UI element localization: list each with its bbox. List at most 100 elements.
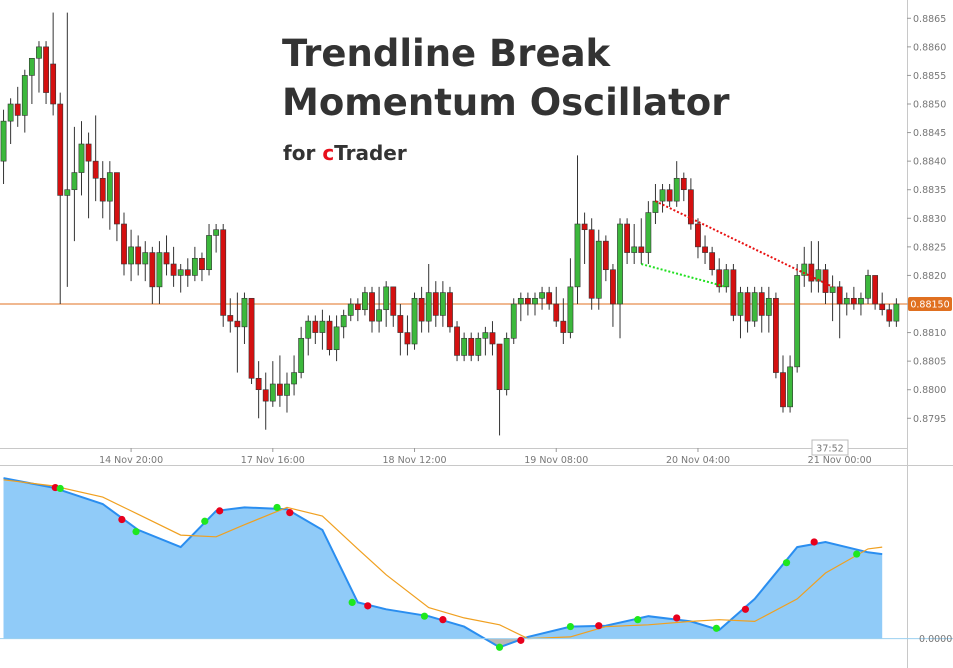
candle-body: [574, 223, 581, 288]
candle-body: [489, 332, 496, 345]
candle-body: [128, 246, 134, 265]
candle-body: [220, 229, 227, 316]
timer: 37:52: [816, 444, 843, 455]
candle-body: [43, 46, 49, 93]
candle-body: [872, 275, 879, 305]
signal-dot: [132, 528, 140, 536]
candle-body: [673, 177, 680, 202]
signal-dot: [741, 605, 750, 613]
candle-body: [149, 252, 156, 288]
candle-body: [645, 212, 652, 253]
candle-body: [114, 172, 120, 225]
candle-body: [333, 326, 340, 351]
candle-body: [482, 332, 489, 339]
candle-body: [213, 229, 220, 236]
candle-body: [184, 269, 191, 276]
candle-body: [808, 263, 815, 282]
candle-body: [744, 292, 751, 322]
y-tick-label: 0.8800: [913, 385, 946, 396]
y-tick-label: 0.8820: [913, 271, 946, 282]
candle-body: [581, 223, 588, 231]
candle-body: [7, 103, 14, 122]
trendline: [641, 263, 727, 288]
candle-body: [539, 292, 545, 299]
signal-dot: [201, 517, 209, 525]
candle-body: [510, 303, 517, 339]
candle-body: [241, 297, 248, 328]
x-tick-label: 21 Nov 00:00: [808, 455, 872, 466]
candle-body: [191, 257, 198, 276]
candle-body: [319, 320, 326, 333]
candle-body: [255, 377, 262, 391]
candle-body: [234, 320, 241, 328]
candle-body: [177, 269, 184, 276]
candle-body: [276, 383, 283, 396]
subtitle-part: c: [322, 141, 334, 165]
signal-dot: [517, 636, 525, 644]
candle-body: [206, 235, 212, 271]
candle-body: [354, 303, 361, 311]
candle-body: [326, 320, 333, 351]
candle-body: [758, 292, 765, 316]
y-tick-label: 0.8845: [913, 128, 946, 139]
candle-body: [617, 223, 623, 305]
y-tick-label: 0.8825: [913, 242, 946, 253]
y-tick-label: 0.8840: [913, 157, 946, 168]
candle-body: [532, 297, 538, 305]
candle-body: [475, 337, 482, 356]
candle-body: [248, 297, 255, 379]
candle-body: [404, 332, 411, 345]
candle-body: [340, 315, 347, 328]
y-tick-label: 0.8865: [913, 14, 946, 25]
signal-dot: [595, 622, 603, 630]
title-line: Trendline Break: [282, 32, 612, 75]
candle-body: [461, 337, 468, 356]
candle-body: [680, 177, 687, 191]
candle-body: [553, 303, 560, 322]
candle-body: [347, 303, 354, 316]
candle-body: [78, 143, 85, 173]
candle-body: [142, 252, 149, 265]
candle-body: [843, 297, 850, 305]
signal-dot: [712, 624, 720, 632]
candle-body: [447, 292, 453, 328]
candle-body: [822, 269, 829, 293]
candle-body: [588, 229, 595, 299]
candle-body: [687, 189, 694, 225]
candle-body: [411, 297, 418, 345]
candle-body: [631, 246, 638, 253]
signal-dot: [348, 598, 356, 606]
x-tick-label: 18 Nov 12:00: [383, 455, 447, 466]
candle-body: [14, 103, 21, 116]
candle-body: [21, 75, 28, 116]
candle-body: [850, 297, 857, 305]
candle-body: [57, 103, 64, 196]
candle-body: [298, 337, 305, 373]
candle-body: [383, 286, 390, 311]
candle-body: [291, 372, 297, 385]
candle-body: [64, 189, 71, 196]
candle-body: [106, 172, 113, 202]
candle-body: [28, 57, 35, 76]
y-tick-label: 0.8810: [913, 328, 946, 339]
x-tick-label: 19 Nov 08:00: [524, 455, 588, 466]
candle-body: [865, 275, 871, 299]
candle-body: [439, 292, 446, 316]
candle-body: [751, 292, 758, 322]
signal-dot: [364, 602, 372, 610]
candle-body: [610, 269, 616, 305]
candle-body: [525, 297, 531, 305]
candle-body: [858, 297, 864, 305]
signal-dot: [673, 614, 681, 622]
candle-body: [702, 246, 708, 253]
candle-body: [602, 240, 609, 271]
y-tick-label: 0.0000: [919, 634, 952, 645]
oscillator-pane: 0.0000: [0, 477, 953, 651]
y-tick-label: 0.8850: [913, 100, 946, 111]
signal-dot: [216, 507, 224, 515]
candle-body: [468, 337, 475, 356]
candle-body: [765, 297, 772, 316]
candle-body: [425, 292, 432, 322]
candle-body: [50, 63, 57, 105]
